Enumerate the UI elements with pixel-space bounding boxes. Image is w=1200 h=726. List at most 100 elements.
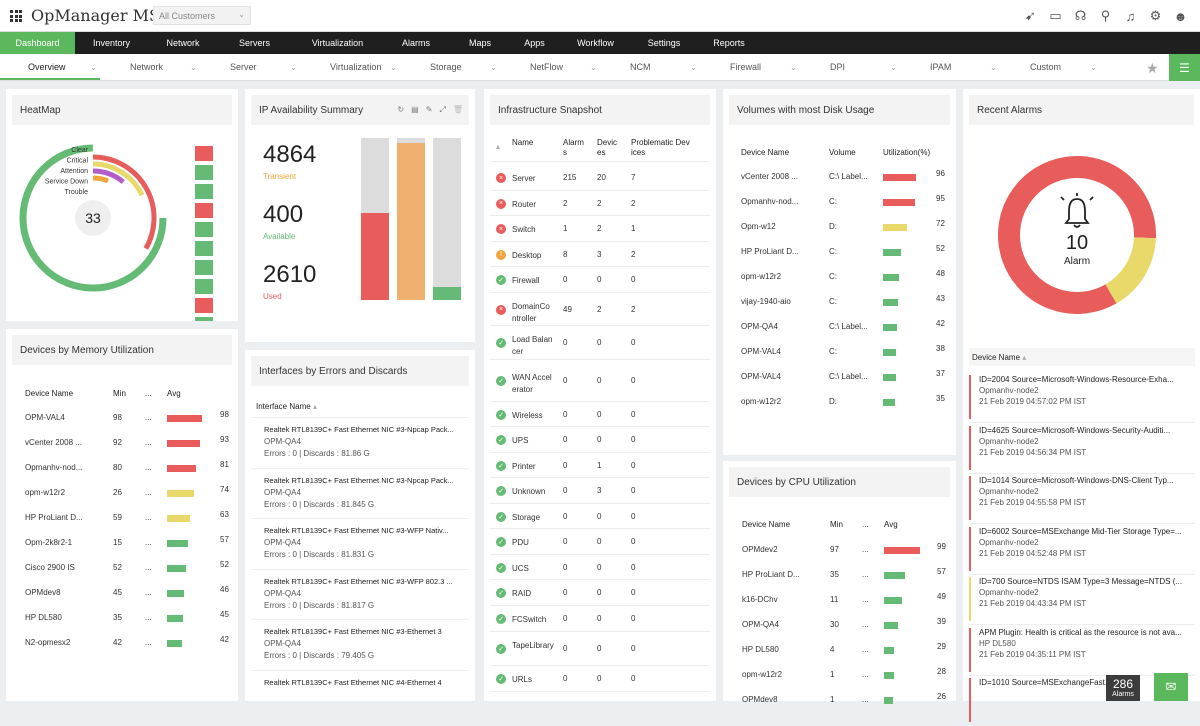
user-icon[interactable]: ☻ xyxy=(1173,8,1188,24)
main-nav-reports[interactable]: Reports xyxy=(713,38,745,48)
interface-row[interactable]: Realtek RTL8139C+ Fast Ethernet NIC #3-W… xyxy=(245,569,475,619)
delete-icon[interactable]: 🗑 xyxy=(452,105,463,114)
monitor-icon[interactable]: ▭ xyxy=(1049,8,1062,23)
main-nav-inventory[interactable]: Inventory xyxy=(92,38,131,48)
volumes-header[interactable]: Volume xyxy=(829,148,856,157)
chevron-down-icon[interactable]: ⌄ xyxy=(790,63,797,72)
refresh-icon[interactable]: ↻ xyxy=(397,105,405,114)
chevron-down-icon[interactable]: ⌄ xyxy=(890,63,897,72)
volume-row[interactable]: OPM-VAL4 C: 38 xyxy=(723,344,956,372)
search-icon[interactable]: ⚲ xyxy=(1100,8,1111,23)
sub-nav-server[interactable]: Server xyxy=(230,62,257,72)
alarm-item[interactable]: APM Plugin: Health is critical as the re… xyxy=(969,627,1191,672)
infra-row[interactable]: ✓ Load Balancer 0 0 0 xyxy=(490,326,710,360)
infra-row[interactable]: ✓ Printer 0 1 0 xyxy=(490,453,710,478)
chat-button[interactable]: ✉ xyxy=(1154,673,1188,701)
infra-header[interactable]: Problematic Devices xyxy=(631,138,690,157)
memory-row[interactable]: N2-opmesx2 42... 42 xyxy=(6,635,238,663)
volume-row[interactable]: opm-w12r2 C: 48 xyxy=(723,269,956,297)
volume-row[interactable]: OPM-QA4 C:\ Label... 42 xyxy=(723,319,956,347)
infra-row[interactable]: × Server 215 20 7 xyxy=(490,165,710,191)
infra-row[interactable]: ✓ WAN Accelerator 0 0 0 xyxy=(490,360,710,402)
main-nav-alarms[interactable]: Alarms xyxy=(401,38,430,48)
volume-row[interactable]: opm-w12r2 D: 35 xyxy=(723,394,956,422)
cpu-header[interactable]: ... xyxy=(862,520,869,529)
memory-header[interactable]: Device Name xyxy=(25,389,74,398)
customer-select[interactable]: All Customers ⌄ xyxy=(153,6,251,25)
infra-row[interactable]: ! Desktop 8 3 2 xyxy=(490,242,710,267)
edit-icon[interactable]: ✎ xyxy=(425,105,433,114)
chevron-down-icon[interactable]: ⌄ xyxy=(690,63,697,72)
chevron-down-icon[interactable]: ⌄ xyxy=(490,63,497,72)
main-nav-dashboard[interactable]: Dashboard xyxy=(0,32,75,54)
cpu-header[interactable]: Avg xyxy=(884,520,898,529)
bell-icon[interactable]: ♫ xyxy=(1125,8,1136,24)
expand-icon[interactable]: ⤢ xyxy=(439,105,446,114)
star-icon[interactable]: ★ xyxy=(1146,60,1159,76)
sub-nav-dpi[interactable]: DPI xyxy=(830,62,846,72)
main-nav-workflow[interactable]: Workflow xyxy=(577,38,614,48)
device-name-header[interactable]: Device Name ▴ xyxy=(972,353,1026,362)
volume-row[interactable]: vijay-1940-aio C: 43 xyxy=(723,294,956,322)
alarm-item[interactable]: ID=6002 Source=MSExchange Mid-Tier Stora… xyxy=(969,526,1191,571)
sub-nav-storage[interactable]: Storage xyxy=(430,62,462,72)
main-nav-maps[interactable]: Maps xyxy=(468,38,491,48)
cpu-row[interactable]: HP ProLiant D... 35... 57 xyxy=(723,567,955,595)
main-nav-apps[interactable]: Apps xyxy=(524,38,545,48)
alarm-counter[interactable]: 286 Alarms xyxy=(1106,675,1140,701)
chevron-down-icon[interactable]: ⌄ xyxy=(1090,63,1097,72)
alarm-item[interactable]: ID=700 Source=NTDS ISAM Type=3 Message=N… xyxy=(969,577,1191,621)
alarm-item[interactable]: ID=1010 Source=MSExchangeFast... xyxy=(969,678,1191,722)
memory-header[interactable]: Min xyxy=(113,389,126,398)
infra-row[interactable]: ✓ UPS 0 0 0 xyxy=(490,427,710,453)
interface-row[interactable]: Realtek RTL8139C+ Fast Ethernet NIC #4-E… xyxy=(245,670,475,720)
cpu-row[interactable]: OPM-QA4 30... 39 xyxy=(723,617,955,645)
sub-nav-virtualization[interactable]: Virtualization xyxy=(330,62,382,72)
sub-nav-ipam[interactable]: IPAM xyxy=(930,62,952,72)
sub-nav-firewall[interactable]: Firewall xyxy=(730,62,762,72)
infra-row[interactable]: ✓ UCS 0 0 0 xyxy=(490,555,710,580)
infra-row[interactable]: ✓ FCSwitch 0 0 0 xyxy=(490,606,710,632)
alarm-item[interactable]: ID=2004 Source=Microsoft-Windows-Resourc… xyxy=(969,375,1191,419)
volume-row[interactable]: vCenter 2008 ... C:\ Label... 96 xyxy=(723,169,956,197)
interface-name-header[interactable]: Interface Name ▴ xyxy=(256,402,317,411)
chevron-down-icon[interactable]: ⌄ xyxy=(90,63,97,72)
volume-row[interactable]: OPM-VAL4 C:\ Label... 37 xyxy=(723,369,956,397)
main-nav-servers[interactable]: Servers xyxy=(238,38,270,48)
interface-row[interactable]: Realtek RTL8139C+ Fast Ethernet NIC #3-N… xyxy=(245,417,475,467)
infra-row[interactable]: ✓ URLs 0 0 0 xyxy=(490,666,710,692)
infra-row[interactable]: ✓ TapeLibrary 0 0 0 xyxy=(490,632,710,666)
volume-row[interactable]: Opmanhv-nod... C: 95 xyxy=(723,194,956,222)
memory-row[interactable]: OPM-VAL4 98... 98 xyxy=(6,410,238,438)
memory-row[interactable]: Opm-2k8r2-1 15... 57 xyxy=(6,535,238,563)
memory-row[interactable]: HP ProLiant D... 59... 63 xyxy=(6,510,238,538)
infra-header[interactable]: Devices xyxy=(597,138,618,157)
rocket-icon[interactable]: ➹ xyxy=(1025,8,1036,23)
interface-row[interactable]: Realtek RTL8139C+ Fast Ethernet NIC #3-E… xyxy=(245,619,475,669)
chevron-down-icon[interactable]: ⌄ xyxy=(590,63,597,72)
infra-row[interactable]: ✓ Wireless 0 0 0 xyxy=(490,402,710,427)
memory-row[interactable]: HP DL580 35... 45 xyxy=(6,610,238,638)
memory-header[interactable]: ... xyxy=(145,389,152,398)
volume-row[interactable]: HP ProLiant D... C: 52 xyxy=(723,244,956,272)
cpu-row[interactable]: OPMdev8 1... 26 xyxy=(723,692,955,720)
cpu-row[interactable]: OPMdev2 97... 99 xyxy=(723,542,955,570)
interface-row[interactable]: Realtek RTL8139C+ Fast Ethernet NIC #3-N… xyxy=(245,468,475,518)
volume-row[interactable]: Opm-w12 D: 72 xyxy=(723,219,956,247)
cpu-row[interactable]: opm-w12r2 1... 28 xyxy=(723,667,955,695)
cpu-header[interactable]: Min xyxy=(830,520,843,529)
infra-header[interactable]: Name xyxy=(512,138,534,147)
sub-nav-network[interactable]: Network xyxy=(130,62,164,72)
memory-row[interactable]: vCenter 2008 ... 92... 93 xyxy=(6,435,238,463)
bug-icon[interactable]: ☊ xyxy=(1074,8,1087,23)
cpu-row[interactable]: HP DL580 4... 29 xyxy=(723,642,955,670)
alarm-item[interactable]: ID=1014 Source=Microsoft-Windows-DNS-Cli… xyxy=(969,476,1191,520)
volumes-header[interactable]: Device Name xyxy=(741,148,790,157)
infra-row[interactable]: ✓ Firewall 0 0 0 xyxy=(490,267,710,293)
infra-row[interactable]: × DomainController 49 2 2 xyxy=(490,293,710,326)
chevron-down-icon[interactable]: ⌄ xyxy=(190,63,197,72)
infra-header[interactable]: Alarms xyxy=(563,138,584,157)
cpu-header[interactable]: Device Name xyxy=(742,520,791,529)
sub-nav-ncm[interactable]: NCM xyxy=(630,62,651,72)
infra-row[interactable]: × Router 2 2 2 xyxy=(490,191,710,216)
